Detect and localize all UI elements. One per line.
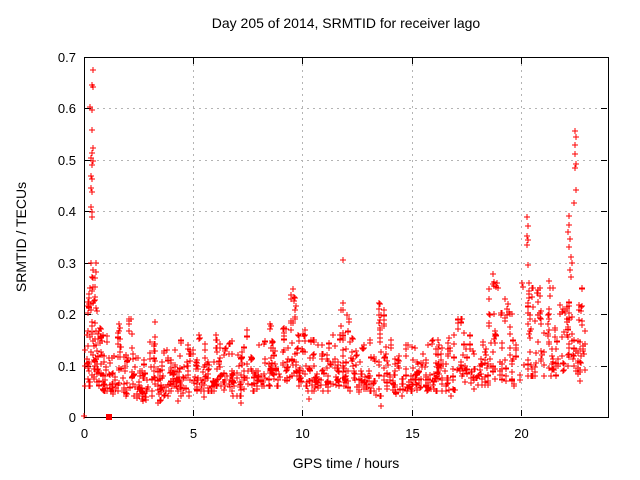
y-tick-label: 0.1 bbox=[58, 359, 76, 374]
x-tick-label: 15 bbox=[405, 426, 419, 441]
y-tick-label: 0.4 bbox=[58, 204, 76, 219]
y-tick-label: 0.7 bbox=[58, 50, 76, 65]
y-tick-label: 0.3 bbox=[58, 256, 76, 271]
x-tick-label: 10 bbox=[295, 426, 309, 441]
y-axis-label: SRMTID / TECUs bbox=[13, 181, 29, 293]
y-tick-label: 0.6 bbox=[58, 101, 76, 116]
scatter-points bbox=[82, 260, 588, 404]
x-tick-label: 20 bbox=[514, 426, 528, 441]
special-points bbox=[81, 413, 112, 420]
outlier-points bbox=[86, 67, 579, 409]
y-tick-label: 0.2 bbox=[58, 307, 76, 322]
x-axis-label: GPS time / hours bbox=[292, 455, 400, 471]
y-tick-label: 0 bbox=[69, 410, 76, 425]
plot-border bbox=[84, 57, 609, 418]
filled-square-marker bbox=[106, 414, 112, 420]
outlier-plus-markers bbox=[86, 67, 579, 409]
scatter-plus-markers bbox=[82, 260, 588, 404]
x-tick-label: 5 bbox=[190, 426, 197, 441]
x-tick-label: 0 bbox=[81, 426, 88, 441]
tick-labels: 0 0.1 0.2 0.3 0.4 0.5 0.6 0.7 0 5 10 15 20 bbox=[58, 50, 529, 441]
origin-plus-marker bbox=[81, 413, 87, 419]
chart-title: Day 205 of 2014, SRMTID for receiver lag… bbox=[211, 15, 481, 31]
y-tick-label: 0.5 bbox=[58, 153, 76, 168]
